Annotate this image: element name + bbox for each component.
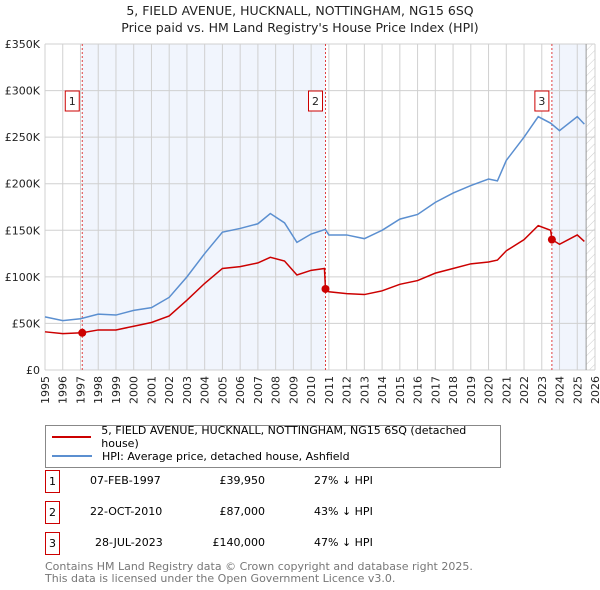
x-tick-label: 2025 bbox=[571, 376, 584, 404]
sale-marker-box bbox=[308, 90, 323, 112]
x-tick-label: 2010 bbox=[305, 376, 318, 404]
sale-hpi-delta: 43% ↓ HPI bbox=[314, 505, 373, 518]
y-tick-label: £300K bbox=[5, 85, 41, 98]
x-tick-label: 2022 bbox=[518, 376, 531, 404]
chart-subtitle: Price paid vs. HM Land Registry's House … bbox=[121, 20, 479, 35]
x-tick-label: 2020 bbox=[483, 376, 496, 404]
sale-row-1: 1 07-FEB-1997 £39,950 27% ↓ HPI bbox=[45, 470, 445, 493]
x-tick-label: 2018 bbox=[447, 376, 460, 404]
x-tick-label: 2019 bbox=[465, 376, 478, 404]
sale-date: 07-FEB-1997 bbox=[90, 474, 161, 487]
sale-price: £39,950 bbox=[219, 474, 266, 487]
sale-point bbox=[321, 284, 330, 293]
x-tick-label: 2015 bbox=[394, 376, 407, 404]
y-tick-label: £350K bbox=[5, 38, 41, 51]
x-tick-label: 2021 bbox=[500, 376, 513, 404]
sale-price: £140,000 bbox=[212, 536, 266, 549]
y-tick-label: £250K bbox=[5, 131, 41, 144]
ownership-band bbox=[82, 44, 326, 370]
sale-marker-box bbox=[64, 90, 80, 112]
sale-hpi-delta: 47% ↓ HPI bbox=[314, 536, 373, 549]
x-tick-label: 2026 bbox=[589, 376, 600, 404]
x-tick-label: 2012 bbox=[341, 376, 354, 404]
x-tick-label: 1998 bbox=[92, 376, 105, 404]
y-tick-label: £200K bbox=[5, 178, 41, 191]
sale-hpi-delta: 27% ↓ HPI bbox=[314, 474, 373, 487]
legend-label-property: 5, FIELD AVENUE, HUCKNALL, NOTTINGHAM, N… bbox=[101, 424, 467, 450]
sale-date: 22-OCT-2010 bbox=[90, 505, 163, 518]
series-line-hpi bbox=[44, 115, 585, 322]
sale-price: £87,000 bbox=[219, 505, 266, 518]
sale-row-3: 3 28-JUL-2023 £140,000 47% ↓ HPI bbox=[45, 532, 445, 555]
x-tick-label: 2009 bbox=[287, 376, 300, 404]
sale-marker-label: 3 bbox=[45, 532, 60, 555]
sale-marker-label: 3 bbox=[538, 95, 545, 108]
x-tick-label: 2017 bbox=[429, 376, 442, 404]
x-tick-label: 2016 bbox=[412, 376, 425, 404]
sale-marker-label: 2 bbox=[312, 95, 319, 108]
x-tick-label: 2003 bbox=[181, 376, 194, 404]
footer-line: This data is licensed under the Open Gov… bbox=[45, 572, 396, 585]
sale-row-2: 2 22-OCT-2010 £87,000 43% ↓ HPI bbox=[45, 501, 445, 524]
x-tick-label: 2001 bbox=[145, 376, 158, 404]
x-tick-label: 1995 bbox=[39, 376, 52, 404]
x-tick-label: 1999 bbox=[110, 376, 123, 404]
x-tick-label: 2004 bbox=[199, 376, 212, 404]
x-tick-label: 2006 bbox=[234, 376, 247, 404]
x-tick-label: 2002 bbox=[163, 376, 176, 404]
forecast-hatch bbox=[586, 44, 595, 370]
x-tick-label: 2007 bbox=[252, 376, 265, 404]
y-tick-label: £0 bbox=[26, 364, 40, 377]
sale-point bbox=[78, 328, 87, 337]
x-tick-label: 2011 bbox=[323, 376, 336, 404]
footer-line: Contains HM Land Registry data © Crown c… bbox=[45, 560, 473, 573]
sale-marker-label: 2 bbox=[45, 501, 60, 524]
x-tick-label: 2005 bbox=[216, 376, 229, 404]
x-tick-label: 2024 bbox=[554, 376, 567, 404]
footer: Contains HM Land Registry data © Crown c… bbox=[45, 561, 473, 585]
legend-swatch-hpi bbox=[52, 455, 92, 457]
sale-marker-box bbox=[534, 90, 550, 112]
x-tick-label: 1997 bbox=[74, 376, 87, 404]
sale-date: 28-JUL-2023 bbox=[95, 536, 163, 549]
y-tick-label: £100K bbox=[5, 271, 41, 284]
legend-label-hpi: HPI: Average price, detached house, Ashf… bbox=[102, 449, 350, 463]
sale-marker-label: 1 bbox=[69, 95, 76, 108]
chart-title: 5, FIELD AVENUE, HUCKNALL, NOTTINGHAM, N… bbox=[126, 3, 474, 18]
x-tick-label: 2000 bbox=[128, 376, 141, 404]
ownership-band bbox=[551, 44, 587, 370]
y-tick-label: £150K bbox=[5, 224, 41, 237]
x-tick-label: 2023 bbox=[536, 376, 549, 404]
legend-swatch-property bbox=[52, 436, 92, 438]
y-tick-label: £50K bbox=[12, 317, 41, 330]
x-tick-label: 2014 bbox=[376, 376, 389, 404]
x-tick-label: 2013 bbox=[358, 376, 371, 404]
x-tick-label: 2008 bbox=[270, 376, 283, 404]
sale-point bbox=[547, 235, 556, 244]
x-tick-label: 1996 bbox=[57, 376, 70, 404]
plot-area: 1995 1996 1997 1998 1999 2000 2001 2002 2003 2004… bbox=[5, 38, 600, 404]
sale-marker-label: 1 bbox=[45, 470, 60, 493]
legend: 5, FIELD AVENUE, HUCKNALL, NOTTINGHAM, N… bbox=[45, 424, 501, 468]
